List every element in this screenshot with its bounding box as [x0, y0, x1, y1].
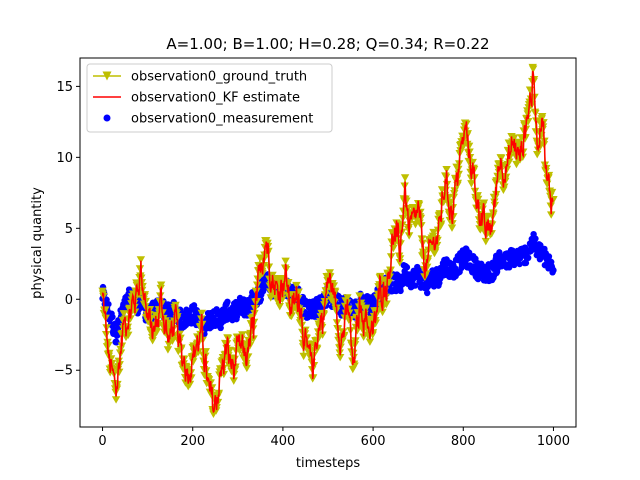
legend-measurement-label: observation0_measurement [131, 112, 313, 127]
y-axis: −5 0 5 10 15 [54, 80, 80, 379]
ground-truth-marker [365, 338, 375, 346]
ground-truth-marker [197, 309, 206, 318]
ground-truth-marker [111, 396, 121, 404]
ground-truth-marker [296, 316, 305, 325]
measurement-point [550, 267, 557, 274]
ground-truth-marker [382, 300, 391, 308]
measurement-point [109, 313, 116, 321]
ground-truth-marker [547, 211, 556, 219]
ground-truth-marker [464, 142, 474, 151]
ground-truth-marker [252, 297, 261, 306]
ground-truth-marker [404, 232, 414, 240]
ground-truth-marker [528, 65, 538, 73]
ground-truth-marker [501, 173, 511, 181]
measurement-point [522, 259, 530, 267]
ground-truth-marker [299, 352, 308, 361]
ground-truth-marker [429, 228, 438, 237]
ground-truth-marker [281, 257, 290, 266]
ground-truth-marker [510, 134, 519, 142]
y-tick-label: 5 [65, 222, 73, 237]
kf-estimate-line [101, 70, 554, 414]
ground-truth-marker [255, 254, 265, 262]
measurement-point [424, 289, 431, 297]
ground-truth-marker [164, 340, 174, 349]
y-axis-label: physical quantity [30, 187, 45, 299]
x-tick-label: 800 [451, 434, 476, 449]
ground-truth-marker [242, 364, 252, 373]
ground-truth-marker [481, 237, 491, 246]
ground-truth-marker [136, 256, 146, 264]
legend: observation0_ground_truth observation0_K… [86, 63, 333, 133]
measurement-point [532, 235, 539, 242]
kf-estimate-series [101, 70, 554, 414]
measurement-point [474, 275, 482, 283]
measurement-point [397, 287, 404, 295]
ground-truth-marker [292, 281, 301, 290]
y-tick-label: 0 [65, 293, 73, 308]
measurement-point [403, 264, 411, 271]
ground-truth-marker [335, 353, 345, 362]
measurement-point [516, 260, 523, 268]
y-tick-label: 15 [56, 80, 73, 95]
ground-truth-marker [523, 110, 532, 118]
x-tick-label: 200 [180, 434, 205, 449]
ground-truth-marker [537, 112, 547, 121]
measurement-point [411, 282, 419, 289]
plot-area [98, 63, 558, 418]
ground-truth-marker [447, 224, 457, 232]
measurement-point [224, 298, 231, 306]
legend-truth-label: observation0_ground_truth [131, 70, 307, 85]
plot-frame [79, 57, 577, 428]
measurement-point [525, 254, 532, 262]
ground-truth-marker [533, 150, 542, 159]
x-axis-label: timesteps [296, 456, 360, 471]
ground-truth-marker [343, 294, 352, 302]
legend-estimate-label: observation0_KF estimate [131, 91, 300, 106]
x-tick-label: 1000 [537, 434, 570, 449]
ground-truth-marker [431, 247, 440, 255]
ground-truth-marker [330, 299, 339, 307]
ground-truth-marker [442, 166, 451, 174]
ground-truth-marker [500, 183, 509, 191]
ground-truth-marker [156, 281, 166, 289]
legend-measurement-marker [103, 114, 111, 122]
ground-truth-marker [163, 346, 173, 354]
ground-truth-marker [307, 347, 316, 355]
legend-truth-marker [102, 71, 112, 81]
ground-truth-marker [115, 368, 124, 376]
x-axis: 0 200 400 600 800 1000 [98, 427, 570, 449]
ground-truth-marker [395, 258, 404, 267]
ground-truth-marker [406, 216, 416, 225]
x-tick-label: 0 [98, 434, 106, 449]
measurement-point [113, 339, 120, 346]
ground-truth-marker [275, 302, 284, 311]
legend-box [86, 63, 333, 133]
measurement-point [105, 300, 112, 308]
ground-truth-marker [249, 335, 258, 343]
measurement-point [190, 302, 198, 309]
y-tick-label: 10 [56, 151, 73, 166]
ground-truth-marker [359, 333, 368, 341]
ground-truth-marker [148, 337, 157, 345]
ground-truth-marker [229, 377, 238, 385]
x-tick-label: 400 [270, 434, 295, 449]
measurement-point [257, 296, 265, 303]
ground-truth-marker [463, 130, 472, 138]
ground-truth-marker [378, 308, 387, 317]
chart-title: A=1.00; B=1.00; H=0.28; Q=0.34; R=0.22 [166, 35, 489, 53]
ground-truth-marker [467, 180, 476, 188]
ground-truth-marker [400, 174, 410, 182]
ground-truth-marker [119, 310, 128, 318]
ground-truth-marker [361, 304, 371, 312]
y-tick-label: −5 [54, 364, 73, 379]
ground-truth-marker [230, 355, 239, 364]
x-tick-label: 600 [361, 434, 386, 449]
ground-truth-marker [318, 331, 327, 339]
ground-truth-marker [355, 292, 364, 300]
measurement-point [217, 324, 224, 332]
